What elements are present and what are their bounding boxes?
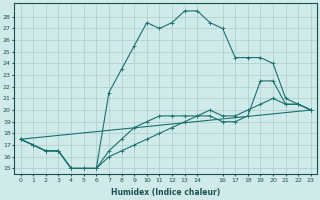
X-axis label: Humidex (Indice chaleur): Humidex (Indice chaleur) bbox=[111, 188, 220, 197]
